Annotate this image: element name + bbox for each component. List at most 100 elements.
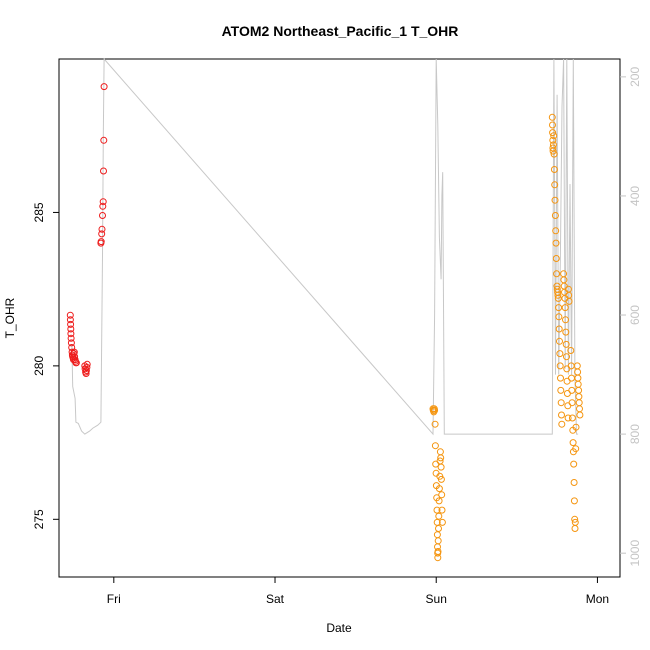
data-point-orange-108 [576, 411, 584, 419]
x-axis: Fri Sat Sun Mon [107, 577, 609, 606]
right-axis: 200 400 600 800 1000 [620, 67, 642, 567]
data-point-orange-101 [574, 368, 582, 376]
data-point-orange-27 [437, 463, 445, 471]
data-point-orange-102 [574, 374, 582, 382]
right-tick-label-200: 200 [628, 67, 642, 87]
data-point-orange-82 [565, 297, 573, 305]
data-point-orange-61 [557, 386, 565, 394]
data-point-red-26 [83, 360, 91, 368]
data-point-orange-78 [564, 402, 572, 410]
data-point-orange-59 [556, 362, 564, 370]
right-tick-label-800: 800 [628, 424, 642, 444]
data-point-orange-34 [549, 129, 557, 137]
data-point-orange-48 [553, 270, 561, 278]
data-point-orange-33 [549, 121, 556, 129]
data-point-orange-62 [557, 399, 565, 407]
plot-area-frame [58, 58, 621, 578]
data-point-orange-18 [434, 537, 442, 545]
data-point-orange-105 [575, 393, 583, 401]
data-point-red-31 [99, 212, 106, 219]
data-point-red-33 [99, 198, 107, 206]
y-tick-label-285: 285 [32, 202, 46, 222]
data-point-orange-40 [550, 150, 558, 158]
data-point-orange-58 [556, 350, 564, 358]
data-point-orange-5 [431, 420, 439, 428]
data-point-orange-83 [567, 347, 575, 354]
data-point-red-14 [70, 348, 78, 356]
data-point-orange-19 [435, 525, 442, 532]
data-point-orange-73 [562, 340, 570, 348]
data-point-orange-60 [557, 374, 564, 382]
data-point-red-3 [67, 325, 75, 333]
data-point-red-32 [99, 202, 107, 210]
data-point-red-30 [98, 225, 106, 233]
data-point-orange-96 [571, 525, 579, 532]
y-tick-label-280: 280 [32, 356, 46, 376]
data-point-orange-45 [552, 227, 560, 235]
data-point-orange-90 [569, 439, 577, 447]
right-tick-label-400: 400 [628, 186, 642, 206]
data-point-orange-31 [438, 518, 446, 526]
data-point-orange-67 [560, 282, 568, 290]
data-point-orange-28 [437, 475, 445, 483]
data-point-orange-55 [555, 313, 563, 321]
data-point-red-29 [98, 230, 106, 238]
data-point-red-1 [66, 316, 74, 324]
data-point-orange-25 [436, 448, 444, 456]
data-point-orange-17 [434, 548, 442, 555]
data-point-orange-11 [433, 506, 441, 514]
data-point-orange-92 [570, 460, 578, 468]
data-point-orange-72 [562, 328, 570, 336]
data-point-orange-88 [568, 414, 576, 422]
data-point-orange-42 [551, 181, 559, 189]
data-point-orange-95 [571, 515, 579, 523]
x-tick-label-fri: Fri [107, 592, 121, 606]
data-point-orange-104 [575, 386, 583, 394]
data-point-orange-63 [558, 411, 565, 419]
data-point-red-36 [100, 83, 108, 91]
data-point-orange-103 [574, 380, 582, 388]
right-tick-label-1000: 1000 [628, 540, 642, 567]
data-point-orange-99 [572, 423, 580, 431]
data-point-red-34 [100, 167, 107, 175]
data-point-orange-70 [561, 304, 569, 312]
data-point-orange-4 [431, 406, 439, 414]
pressure-line-layer [71, 57, 579, 436]
data-point-orange-46 [552, 239, 560, 247]
data-point-orange-13 [433, 531, 441, 539]
data-point-red-28 [97, 238, 105, 246]
data-point-orange-35 [549, 136, 557, 144]
data-point-orange-86 [568, 386, 576, 394]
data-point-orange-21 [435, 497, 443, 505]
data-point-red-6 [67, 339, 75, 347]
data-point-orange-97 [571, 518, 579, 526]
data-point-red-25 [83, 363, 91, 371]
right-tick-label-600: 600 [628, 305, 642, 325]
data-point-orange-44 [551, 212, 559, 219]
data-point-red-19 [72, 359, 80, 367]
chart-title: ATOM2 Northeast_Pacific_1 T_OHR [222, 23, 459, 39]
x-tick-label-sat: Sat [266, 592, 285, 606]
data-point-orange-32 [548, 113, 556, 121]
data-point-orange-26 [437, 454, 445, 462]
x-tick-label-mon: Mon [586, 592, 609, 606]
y-axis-label: T_OHR [3, 297, 17, 338]
data-point-orange-107 [576, 405, 583, 413]
data-point-orange-93 [570, 479, 578, 486]
data-point-orange-74 [563, 353, 570, 361]
data-point-orange-38 [549, 141, 557, 149]
data-point-orange-98 [572, 445, 580, 453]
data-point-red-2 [67, 320, 75, 328]
data-point-orange-6 [431, 442, 439, 450]
data-point-orange-106 [575, 399, 583, 407]
data-points-layer [66, 83, 584, 562]
data-point-orange-54 [555, 304, 563, 312]
data-point-orange-85 [568, 374, 575, 382]
data-point-orange-30 [438, 506, 446, 514]
data-point-orange-39 [550, 132, 558, 140]
data-point-red-0 [66, 311, 74, 319]
data-point-orange-20 [435, 512, 443, 520]
data-point-orange-41 [550, 166, 558, 173]
x-axis-label: Date [326, 621, 352, 635]
data-point-orange-57 [556, 337, 563, 345]
